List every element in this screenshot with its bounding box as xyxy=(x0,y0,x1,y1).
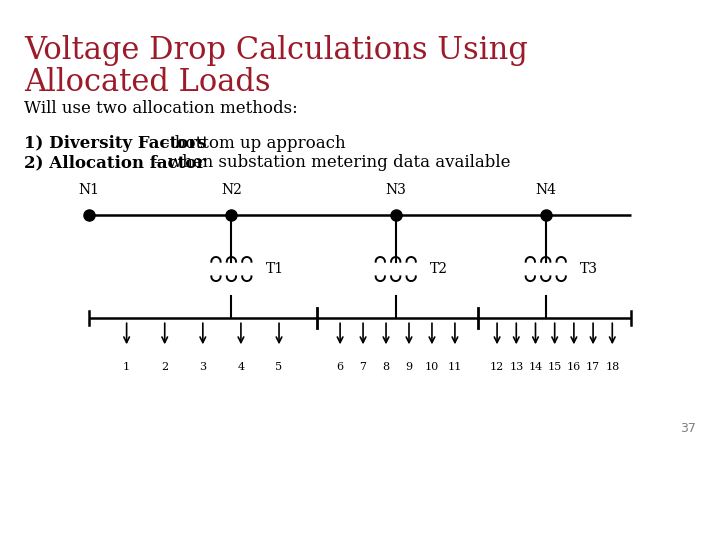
Text: T1: T1 xyxy=(266,262,284,276)
Text: – when substation metering data available: – when substation metering data availabl… xyxy=(149,154,510,171)
Text: 9: 9 xyxy=(405,362,413,372)
Text: 2) Allocation factor: 2) Allocation factor xyxy=(24,154,205,171)
Text: 37: 37 xyxy=(680,422,696,435)
Text: 6: 6 xyxy=(336,362,343,372)
Text: 7: 7 xyxy=(359,362,366,372)
Text: 16: 16 xyxy=(567,362,581,372)
Text: 13: 13 xyxy=(509,362,523,372)
Text: 1) Diversity Factors: 1) Diversity Factors xyxy=(24,134,207,152)
Text: Voltage Drop Calculations Using: Voltage Drop Calculations Using xyxy=(24,35,528,65)
Text: 18: 18 xyxy=(606,362,619,372)
Text: Will use two allocation methods:: Will use two allocation methods: xyxy=(24,100,298,118)
Text: N2: N2 xyxy=(221,183,242,197)
Text: 10: 10 xyxy=(425,362,439,372)
Text: 1: 1 xyxy=(123,362,130,372)
Text: 4: 4 xyxy=(238,362,245,372)
Text: 8: 8 xyxy=(382,362,390,372)
Text: T2: T2 xyxy=(430,262,448,276)
Text: 11: 11 xyxy=(448,362,462,372)
Text: 17: 17 xyxy=(586,362,600,372)
Text: – bottom up approach: – bottom up approach xyxy=(156,134,346,152)
Text: Allocated Loads: Allocated Loads xyxy=(24,68,271,98)
Text: T3: T3 xyxy=(580,262,598,276)
Text: 12: 12 xyxy=(490,362,504,372)
Text: 2: 2 xyxy=(161,362,168,372)
Text: N1: N1 xyxy=(78,183,99,197)
Text: 14: 14 xyxy=(528,362,543,372)
Text: ECpE Department: ECpE Department xyxy=(517,508,698,526)
Text: 3: 3 xyxy=(199,362,207,372)
Text: N4: N4 xyxy=(535,183,557,197)
Text: N3: N3 xyxy=(385,183,406,197)
Text: IOWA STATE UNIVERSITY: IOWA STATE UNIVERSITY xyxy=(22,508,288,526)
Text: 5: 5 xyxy=(276,362,282,372)
Text: 15: 15 xyxy=(548,362,562,372)
